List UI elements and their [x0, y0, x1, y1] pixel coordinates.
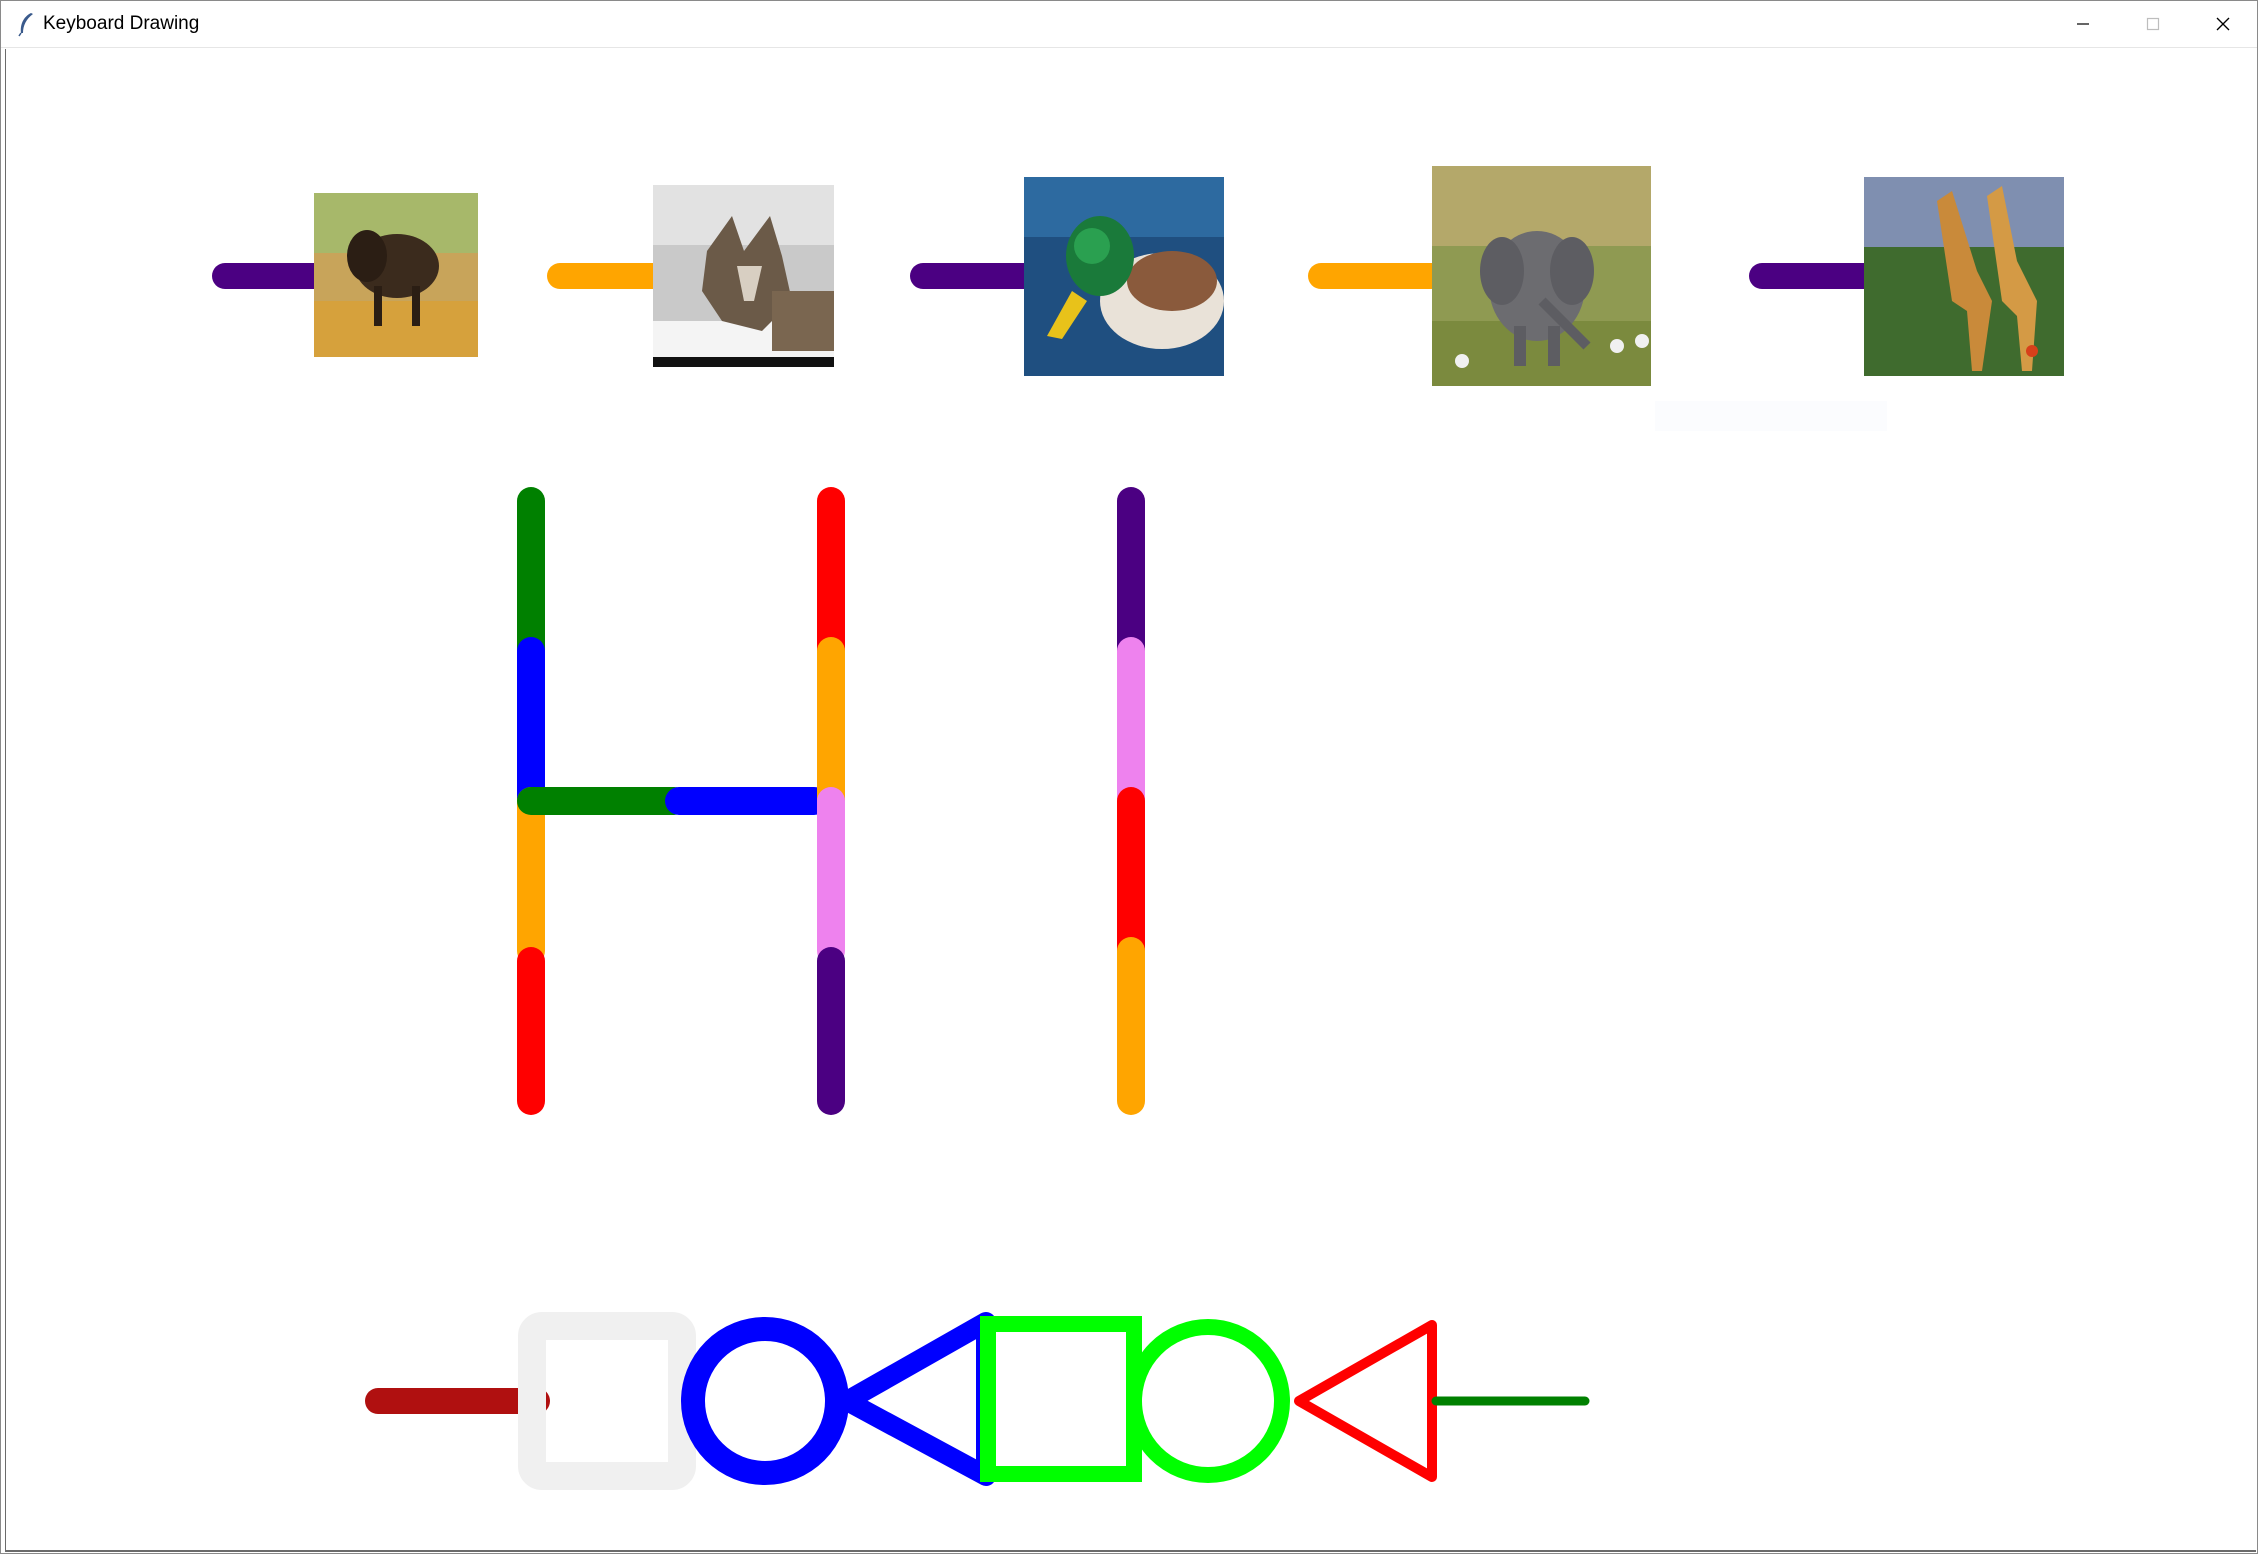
snap-tooltip-ghost — [1655, 401, 1887, 431]
letter-h — [517, 487, 845, 1115]
giraffe-photo — [1864, 177, 2064, 376]
minimize-button[interactable] — [2048, 1, 2117, 47]
square-shape — [980, 1316, 1142, 1482]
triangle-shape — [1294, 1320, 1437, 1482]
maximize-icon — [2146, 17, 2159, 31]
window-title: Keyboard Drawing — [43, 13, 200, 34]
duck-photo — [1024, 177, 1224, 376]
wolf-photo — [653, 185, 834, 367]
maximize-button[interactable] — [2118, 1, 2187, 47]
top-row — [212, 166, 2064, 386]
elephant-photo — [1432, 166, 1651, 386]
circle-shape — [1126, 1319, 1290, 1483]
title-bar[interactable]: Keyboard Drawing — [1, 1, 2257, 48]
close-button[interactable] — [2188, 1, 2257, 47]
drawing-canvas[interactable] — [5, 49, 2256, 1552]
circle-shape — [681, 1317, 849, 1485]
close-icon — [2216, 17, 2229, 31]
feather-icon — [18, 13, 33, 37]
square-shape — [518, 1312, 696, 1490]
bison-photo — [314, 193, 478, 357]
triangle-shape — [837, 1312, 996, 1486]
minimize-icon — [2076, 23, 2089, 25]
bottom-row — [365, 1312, 1590, 1490]
